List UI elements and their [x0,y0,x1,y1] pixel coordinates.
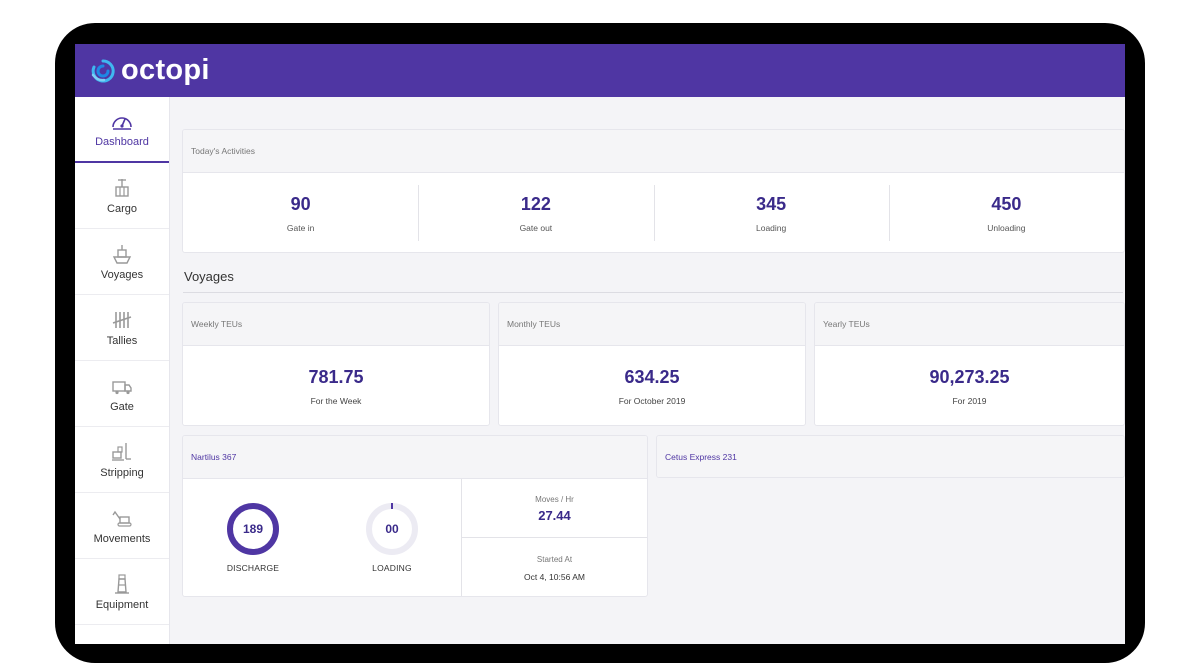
truck-icon [112,380,132,394]
discharge-value: 189 [243,522,263,536]
loading-value: 00 [385,522,399,536]
card-title: Monthly TEUs [499,303,805,346]
stat-value: 122 [520,193,551,214]
sidebar-item-gate[interactable]: Gate [75,361,169,427]
crane-icon [115,178,129,197]
metric-value: 27.44 [538,508,571,523]
sidebar-item-label: Voyages [100,268,144,281]
sidebar: Dashboard Cargo Voyages [75,97,170,644]
sidebar-item-label: Stripping [100,466,144,479]
monthly-teus-card: Monthly TEUs 634.25 For October 2019 [498,302,806,426]
teu-period: For October 2019 [618,395,686,406]
ship-icon [112,244,132,264]
stat-label: Gate out [519,222,553,233]
stat-value: 345 [756,193,787,214]
forklift-icon [112,442,131,461]
sidebar-item-equipment[interactable]: Equipment [75,559,169,625]
donut-label: DISCHARGE [226,563,280,573]
card-title: Yearly TEUs [815,303,1124,346]
moves-per-hour: Moves / Hr 27.44 [462,495,647,523]
teu-value: 634.25 [624,366,680,387]
stat-loading: 345 Loading [653,173,889,252]
discharge-ring-icon: 189 [227,503,279,555]
sidebar-item-label: Equipment [95,598,149,611]
sidebar-item-stripping[interactable]: Stripping [75,427,169,493]
stat-gate-out: 122 Gate out [418,173,653,252]
teu-value: 781.75 [308,366,364,387]
activity-stats: 90 Gate in 122 Gate out 345 Loading 450 … [183,173,1124,252]
stat-label: Loading [755,222,787,233]
sidebar-item-label: Tallies [106,334,138,347]
vessel-name: Cetus Express 231 [657,436,1124,477]
vessel-name: Nartilus 367 [183,436,647,479]
metric-divider [462,537,647,538]
sidebar-item-label: Movements [93,532,151,545]
loading-donut: 00 LOADING [322,479,462,596]
donut-label: LOADING [372,563,412,573]
todays-activities-card: Today's Activities 90 Gate in 122 Gate o… [182,129,1125,253]
vessel-divider [461,479,462,596]
sidebar-item-label: Dashboard [95,136,149,148]
teu-value: 90,273.25 [929,366,1010,387]
octopus-logo-icon [91,58,115,82]
lighthouse-icon [115,573,129,594]
tally-icon [112,311,132,328]
teu-period: For the Week [310,395,362,406]
metric-label: Started At [536,555,573,564]
teu-period: For 2019 [952,395,987,406]
main-content: Today's Activities 90 Gate in 122 Gate o… [169,97,1125,644]
loading-ring-icon: 00 [366,503,418,555]
stat-gate-in: 90 Gate in [183,173,418,252]
vessel-card-cetus[interactable]: Cetus Express 231 [656,435,1125,478]
yearly-teus-card: Yearly TEUs 90,273.25 For 2019 [814,302,1125,426]
section-divider [183,292,1123,293]
excavator-icon [112,510,132,527]
sidebar-item-cargo[interactable]: Cargo [75,163,169,229]
card-title: Today's Activities [183,130,1124,173]
stat-unloading: 450 Unloading [888,173,1124,252]
vessel-card-nartilus[interactable]: Nartilus 367 189 DISCHARGE 00 [182,435,648,597]
metric-value: Oct 4, 10:56 AM [524,572,585,582]
top-bar: octopi [75,44,1125,97]
stat-value: 90 [290,193,311,214]
sidebar-item-label: Gate [110,400,134,413]
started-at: Started At Oct 4, 10:56 AM [462,555,647,582]
logo[interactable]: octopi [89,54,210,87]
sidebar-item-dashboard[interactable]: Dashboard [75,97,169,163]
stat-label: Unloading [987,222,1026,233]
sidebar-item-voyages[interactable]: Voyages [75,229,169,295]
discharge-donut: 189 DISCHARGE [183,479,323,596]
sidebar-item-movements[interactable]: Movements [75,493,169,559]
weekly-teus-card: Weekly TEUs 781.75 For the Week [182,302,490,426]
metric-label: Moves / Hr [535,495,574,504]
sidebar-item-label: Cargo [107,202,137,215]
logo-text: octopi [121,54,210,86]
card-title: Weekly TEUs [183,303,489,346]
gauge-icon [112,117,132,130]
sidebar-item-tallies[interactable]: Tallies [75,295,169,361]
stat-value: 450 [991,193,1022,214]
section-title-voyages: Voyages [184,269,234,284]
app-screen: octopi Dashboard Cargo [75,44,1125,644]
stat-label: Gate in [286,222,315,233]
